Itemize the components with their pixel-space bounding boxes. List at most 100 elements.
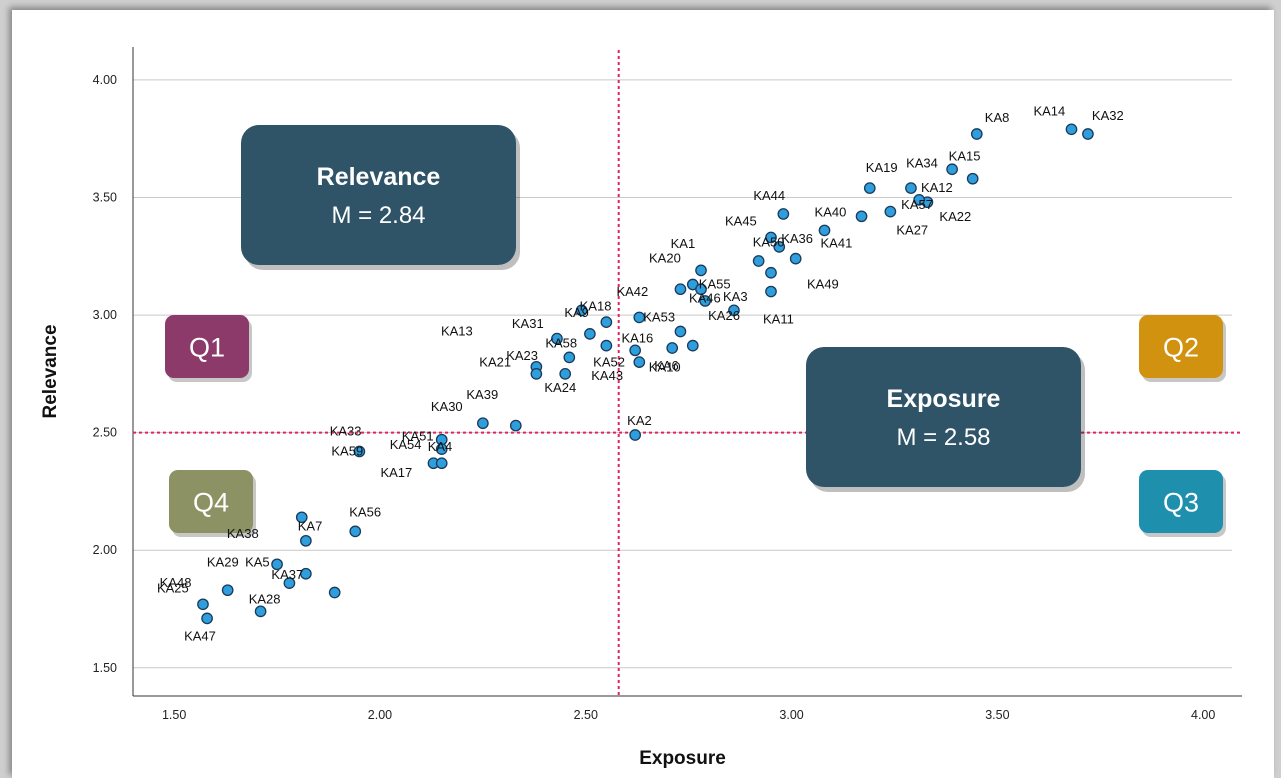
data-point — [353, 445, 366, 458]
data-point — [913, 193, 926, 206]
point-label: KA53 — [643, 309, 675, 324]
data-point — [855, 210, 868, 223]
point-label: KA31 — [512, 316, 544, 331]
data-point — [633, 311, 646, 324]
data-point — [600, 339, 613, 352]
data-point — [1065, 123, 1078, 136]
point-label: KA7 — [298, 518, 323, 533]
data-point — [966, 172, 979, 185]
data-point — [773, 241, 786, 253]
point-label: KA16 — [621, 331, 653, 346]
data-point — [765, 285, 777, 298]
point-label: KA5 — [245, 554, 270, 569]
data-point — [789, 252, 802, 265]
data-point — [221, 584, 234, 597]
point-label: KA51 — [402, 429, 434, 444]
y-tick-label: 3.50 — [93, 190, 117, 204]
point-label: KA1 — [671, 236, 696, 251]
point-label: KA19 — [866, 160, 898, 175]
callout-value: M = 2.58 — [896, 424, 990, 451]
quadrant-label: Q2 — [1163, 333, 1199, 363]
point-label: KA28 — [249, 592, 281, 607]
point-label: KA41 — [821, 235, 853, 250]
figure-frame: 1.50 2.00 2.50 3.00 3.50 4.00 1.50 2.00 2.50 3.00… — [12, 10, 1274, 778]
x-axis-title: Exposure — [639, 748, 726, 769]
quadrant-badge — [169, 470, 253, 533]
data-point — [970, 128, 983, 140]
point-label: KA50 — [753, 235, 785, 250]
callout-box — [241, 125, 516, 265]
point-label: KA17 — [380, 465, 412, 480]
data-point — [777, 208, 790, 220]
point-label: KA32 — [1092, 108, 1124, 123]
data-point — [666, 342, 679, 354]
data-point — [584, 328, 596, 340]
y-tick-label: 2.00 — [93, 543, 117, 557]
quadrant-badge — [1139, 315, 1223, 378]
data-point — [629, 429, 642, 441]
point-label: KA49 — [807, 277, 839, 292]
x-tick-label: 4.00 — [1191, 708, 1215, 722]
point-label: KA40 — [815, 204, 847, 219]
point-label: KA38 — [227, 526, 259, 541]
data-point — [674, 283, 687, 296]
callout-value: M = 2.84 — [331, 202, 425, 229]
data-point — [563, 351, 576, 364]
data-point — [477, 417, 489, 430]
point-label: KA59 — [331, 443, 363, 458]
callouts: Relevance M = 2.84 Exposure M = 2.58 — [241, 125, 1085, 492]
point-label: KA45 — [725, 213, 757, 228]
data-point — [509, 419, 522, 432]
point-label: KA22 — [939, 209, 971, 224]
point-label: KA6 — [654, 358, 679, 373]
data-point — [863, 182, 876, 194]
point-label: KA13 — [441, 324, 473, 339]
data-point — [728, 304, 740, 317]
y-axis-title: Relevance — [40, 324, 61, 418]
point-label: KA11 — [763, 312, 794, 327]
data-point — [197, 598, 209, 611]
data-point — [752, 255, 765, 267]
point-label: KA43 — [591, 368, 623, 383]
point-label: KA58 — [545, 336, 577, 351]
data-point — [254, 605, 267, 618]
scatter-plot: 1.50 2.00 2.50 3.00 3.50 4.00 1.50 2.00 2.50 3.00… — [40, 47, 1242, 769]
data-point — [271, 558, 283, 571]
point-label: KA56 — [349, 504, 381, 519]
axes: 1.50 2.00 2.50 3.00 3.50 4.00 1.50 2.00 2.50 3.00… — [93, 47, 1242, 722]
data-point — [575, 304, 588, 317]
data-point — [695, 264, 707, 277]
data-point — [559, 368, 572, 380]
data-point — [435, 443, 448, 455]
point-label: KA25 — [157, 580, 189, 595]
point-label: KA55 — [699, 276, 731, 291]
quadrant-label: Q4 — [193, 488, 229, 518]
point-label: KA33 — [330, 424, 362, 439]
data-point — [699, 295, 711, 307]
point-label: KA29 — [207, 555, 239, 570]
data-point — [629, 344, 642, 357]
x-tick-label: 3.50 — [985, 708, 1009, 722]
quadrant-label: Q1 — [189, 333, 225, 363]
x-tick-label: 2.00 — [368, 708, 392, 722]
point-label: KA27 — [896, 223, 928, 238]
data-point — [300, 534, 312, 547]
quadrant-label: Q3 — [1163, 488, 1199, 518]
point-label: KA39 — [466, 387, 498, 402]
point-label: KA12 — [921, 180, 953, 195]
point-label: KA2 — [627, 413, 652, 428]
data-point — [686, 339, 699, 352]
point-label: KA37 — [271, 567, 303, 582]
point-label: KA18 — [580, 298, 612, 313]
data-point — [633, 356, 646, 368]
data-point — [818, 224, 831, 237]
point-label: KA14 — [1033, 103, 1065, 118]
point-label: KA54 — [390, 437, 422, 452]
y-tick-label: 2.50 — [93, 426, 117, 440]
data-point — [674, 325, 687, 338]
callout-title: Relevance — [317, 163, 441, 191]
data-point — [765, 266, 777, 279]
quadrant-badge — [165, 315, 249, 378]
data-point — [530, 368, 543, 380]
